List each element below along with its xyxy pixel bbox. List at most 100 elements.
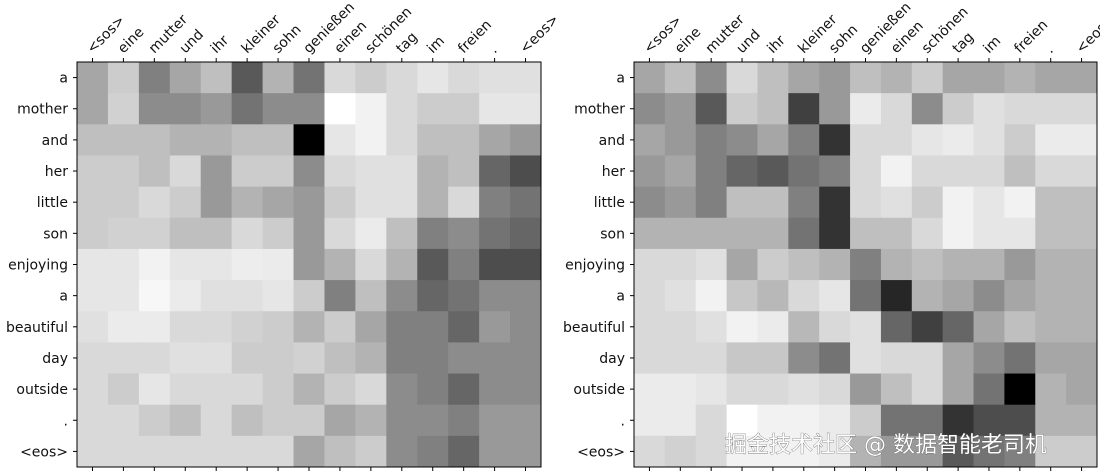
heat-cell xyxy=(138,280,171,312)
heat-cell xyxy=(107,155,140,188)
heat-cell xyxy=(386,124,418,156)
heat-cell xyxy=(262,155,295,188)
heat-cell xyxy=(138,93,171,125)
heat-cell xyxy=(664,404,697,437)
heat-cell xyxy=(138,62,171,94)
heat-cell xyxy=(942,217,975,250)
heat-cell xyxy=(942,342,975,375)
heat-cell xyxy=(973,124,1005,156)
heat-cell xyxy=(510,155,542,188)
heat-cell xyxy=(942,93,975,125)
x-tick-label: . xyxy=(486,42,500,56)
heat-cell xyxy=(819,93,851,125)
heat-cell xyxy=(726,186,758,219)
y-tick-label: little xyxy=(37,195,68,211)
y-tick-label: son xyxy=(600,226,625,242)
heat-cell xyxy=(757,155,789,188)
heat-cell xyxy=(293,435,325,468)
heat-cell xyxy=(1066,280,1098,312)
heat-cell xyxy=(324,311,356,343)
heat-cell xyxy=(169,373,202,406)
heat-cell xyxy=(324,248,356,281)
heat-cell xyxy=(510,248,542,281)
heat-cell xyxy=(138,124,171,156)
heat-cell xyxy=(880,93,913,125)
heat-cell xyxy=(850,311,882,343)
heat-cell xyxy=(819,124,851,156)
heat-cell xyxy=(510,404,542,437)
y-tick-label: outside xyxy=(16,382,68,398)
heat-cell xyxy=(911,342,944,375)
heat-cell xyxy=(138,311,171,343)
heat-cell xyxy=(417,217,449,250)
heat-cell xyxy=(479,435,511,468)
heat-cell xyxy=(911,280,944,312)
heat-cell xyxy=(819,373,851,406)
heat-cell xyxy=(417,62,449,94)
heat-cell xyxy=(324,217,356,250)
heat-cell xyxy=(973,186,1005,219)
heat-cell xyxy=(819,155,851,188)
heat-cell xyxy=(1035,280,1067,312)
heat-cell xyxy=(911,373,944,406)
heat-cell xyxy=(880,124,913,156)
heat-cell xyxy=(138,217,171,250)
heat-cell xyxy=(880,373,913,406)
heat-cell xyxy=(510,342,542,375)
heat-cell xyxy=(448,435,480,468)
heat-cell xyxy=(169,155,202,188)
heat-cell xyxy=(1066,93,1098,125)
heat-cell xyxy=(355,93,387,125)
heat-cell xyxy=(293,155,325,188)
y-tick-label: . xyxy=(621,413,625,429)
heat-cell xyxy=(634,280,666,312)
heat-cell xyxy=(942,62,975,94)
heat-cell xyxy=(107,186,140,219)
heat-cell xyxy=(77,93,109,125)
heat-cell xyxy=(634,217,666,250)
heat-cell xyxy=(1035,93,1067,125)
heat-cell xyxy=(479,155,511,188)
heat-cell xyxy=(664,435,697,468)
heat-cell xyxy=(1066,186,1098,219)
heat-cell xyxy=(324,342,356,375)
heat-cell xyxy=(510,93,542,125)
y-tick-label: mother xyxy=(17,102,68,118)
heat-cell xyxy=(107,248,140,281)
heat-cell xyxy=(788,93,820,125)
heat-cell xyxy=(386,404,418,437)
heat-cell xyxy=(695,404,728,437)
heat-cell xyxy=(479,280,511,312)
heat-cell xyxy=(850,404,882,437)
heat-cell xyxy=(169,311,202,343)
heat-cell xyxy=(973,342,1005,375)
heat-cell xyxy=(77,217,109,250)
heat-cell xyxy=(819,280,851,312)
y-tick-label: . xyxy=(64,413,68,429)
heat-cell xyxy=(880,62,913,94)
heat-cell xyxy=(942,248,975,281)
heat-cell xyxy=(200,435,233,468)
heat-cell xyxy=(355,311,387,343)
heat-cell xyxy=(1035,311,1067,343)
heat-cell xyxy=(695,186,728,219)
heat-cell xyxy=(757,93,789,125)
y-tick-label: son xyxy=(43,226,68,242)
heat-cell xyxy=(479,404,511,437)
heat-cell xyxy=(757,373,789,406)
heat-cell xyxy=(942,404,975,437)
heat-cell xyxy=(1035,217,1067,250)
heat-cell xyxy=(138,155,171,188)
heat-cell xyxy=(231,217,264,250)
heat-cell xyxy=(200,186,233,219)
heat-cell xyxy=(911,435,944,468)
heat-cell xyxy=(1004,373,1036,406)
heat-cell xyxy=(107,124,140,156)
heat-cell xyxy=(1035,404,1067,437)
heat-cell xyxy=(1066,124,1098,156)
heat-cell xyxy=(77,435,109,468)
heat-cell xyxy=(417,435,449,468)
heat-cell xyxy=(355,62,387,94)
heat-cell xyxy=(1066,435,1098,468)
